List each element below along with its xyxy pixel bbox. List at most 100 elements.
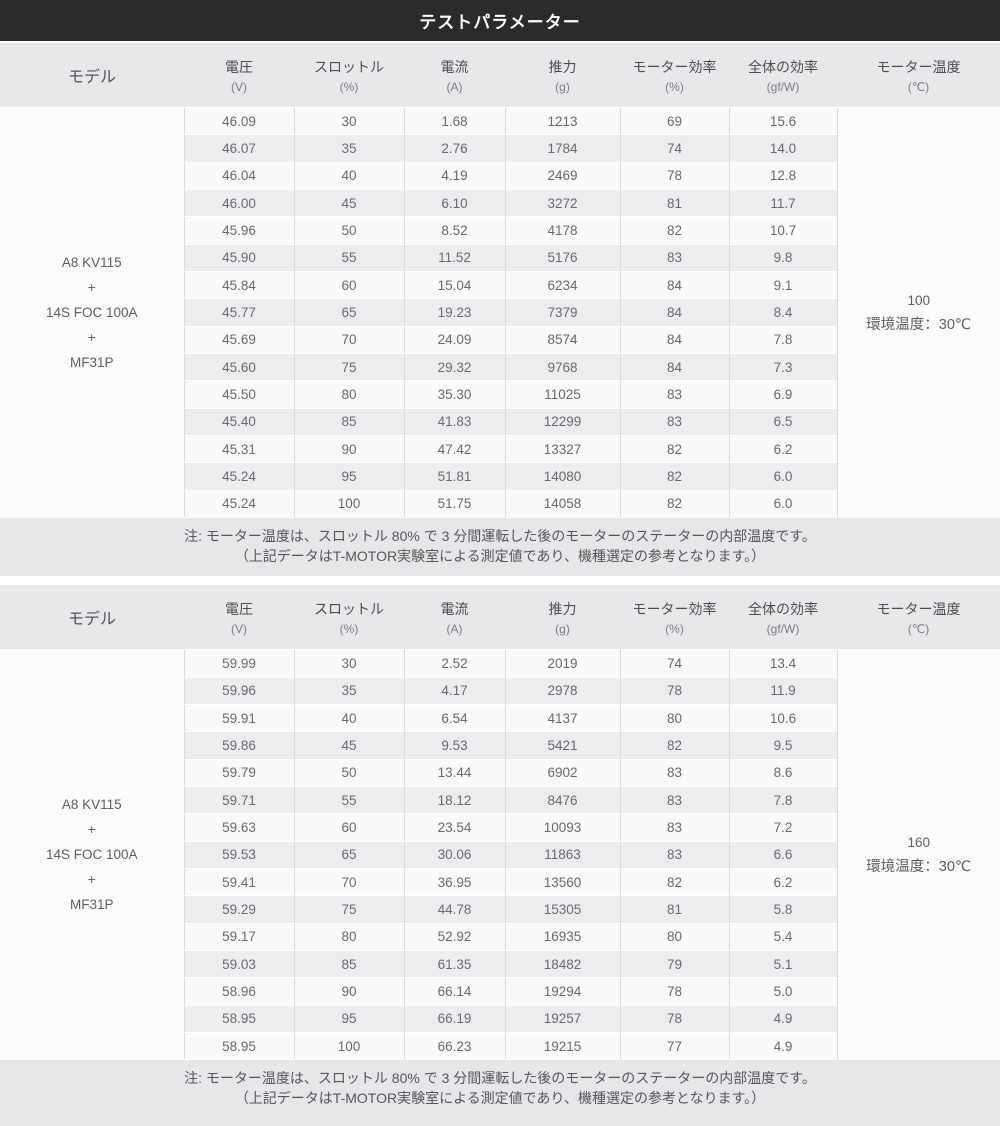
cell-current: 66.14: [404, 978, 505, 1005]
cell-throttle: 35: [294, 677, 404, 704]
cell-current: 13.44: [404, 759, 505, 786]
table-header-row: モデル電圧(V)スロットル(%)電流(A)推力(g)モーター効率(%)全体の効率…: [0, 43, 1000, 108]
cell-voltage: 45.69: [184, 326, 294, 353]
header-row: モデル電圧(V)スロットル(%)電流(A)推力(g)モーター効率(%)全体の効率…: [0, 585, 1000, 650]
column-label: スロットル: [294, 57, 404, 77]
cell-voltage: 45.77: [184, 299, 294, 326]
cell-current: 52.92: [404, 923, 505, 950]
cell-overall-efficiency: 6.5: [729, 408, 837, 435]
cell-current: 2.52: [404, 650, 505, 677]
cell-throttle: 100: [294, 1032, 404, 1059]
cell-voltage: 59.96: [184, 677, 294, 704]
cell-current: 18.12: [404, 786, 505, 813]
column-unit: (A): [404, 622, 505, 636]
cell-thrust: 7379: [505, 299, 620, 326]
cell-motor-efficiency: 82: [620, 463, 729, 490]
column-label: 全体の効率: [729, 599, 837, 619]
cell-current: 66.23: [404, 1032, 505, 1059]
cell-overall-efficiency: 9.5: [729, 732, 837, 759]
cell-overall-efficiency: 6.0: [729, 463, 837, 490]
cell-motor-efficiency: 84: [620, 326, 729, 353]
cell-throttle: 70: [294, 326, 404, 353]
cell-current: 15.04: [404, 272, 505, 299]
cell-thrust: 6902: [505, 759, 620, 786]
spec-table-1: モデル電圧(V)スロットル(%)電流(A)推力(g)モーター効率(%)全体の効率…: [0, 43, 1000, 518]
column-unit: (%): [620, 80, 729, 94]
model-line: +: [0, 867, 184, 892]
note-line: 注: モーター温度は、スロットル 80% で 3 分間運転した後のモーターのステ…: [0, 1068, 1000, 1088]
cell-thrust: 11863: [505, 841, 620, 868]
cell-voltage: 46.00: [184, 190, 294, 217]
column-label: 全体の効率: [729, 57, 837, 77]
cell-thrust: 13327: [505, 436, 620, 463]
column-header-throttle: スロットル (%): [294, 43, 404, 108]
cell-thrust: 1784: [505, 135, 620, 162]
cell-throttle: 45: [294, 190, 404, 217]
cell-motor-efficiency: 78: [620, 978, 729, 1005]
note-line: 注: モーター温度は、スロットル 80% で 3 分間運転した後のモーターのステ…: [0, 526, 1000, 546]
cell-overall-efficiency: 12.8: [729, 162, 837, 189]
cell-overall-efficiency: 5.0: [729, 978, 837, 1005]
cell-voltage: 45.40: [184, 408, 294, 435]
cell-current: 44.78: [404, 896, 505, 923]
cell-current: 23.54: [404, 814, 505, 841]
cell-overall-efficiency: 6.2: [729, 868, 837, 895]
cell-throttle: 60: [294, 272, 404, 299]
cell-motor-efficiency: 78: [620, 677, 729, 704]
cell-overall-efficiency: 7.8: [729, 326, 837, 353]
note-1: 注: モーター温度は、スロットル 80% で 3 分間運転した後のモーターのステ…: [0, 518, 1000, 576]
cell-overall-efficiency: 6.9: [729, 381, 837, 408]
cell-voltage: 59.53: [184, 841, 294, 868]
cell-current: 24.09: [404, 326, 505, 353]
cell-motor-efficiency: 74: [620, 650, 729, 677]
cell-throttle: 40: [294, 162, 404, 189]
cell-overall-efficiency: 9.8: [729, 244, 837, 271]
cell-overall-efficiency: 10.6: [729, 704, 837, 731]
table-header-row: モデル電圧(V)スロットル(%)電流(A)推力(g)モーター効率(%)全体の効率…: [0, 585, 1000, 650]
cell-current: 51.81: [404, 463, 505, 490]
note-line: （上記データはT-MOTOR実験室による測定値であり、機種選定の参考となります。…: [0, 546, 1000, 566]
column-header-thrust: 推力(g): [505, 43, 620, 108]
cell-throttle: 30: [294, 108, 404, 135]
cell-current: 4.19: [404, 162, 505, 189]
cell-motor-efficiency: 78: [620, 162, 729, 189]
cell-overall-efficiency: 15.6: [729, 108, 837, 135]
cell-throttle: 30: [294, 650, 404, 677]
cell-current: 66.19: [404, 1005, 505, 1032]
cell-throttle: 45: [294, 732, 404, 759]
column-label: 推力: [505, 57, 620, 77]
cell-voltage: 59.71: [184, 786, 294, 813]
header-row: モデル電圧(V)スロットル(%)電流(A)推力(g)モーター効率(%)全体の効率…: [0, 43, 1000, 108]
motor-temp-value: 160: [838, 831, 1000, 855]
cell-overall-efficiency: 8.4: [729, 299, 837, 326]
cell-throttle: 65: [294, 299, 404, 326]
cell-thrust: 6234: [505, 272, 620, 299]
cell-voltage: 45.24: [184, 490, 294, 517]
column-header-overall-efficiency: 全体の効率 (gf/W): [729, 43, 837, 108]
cell-thrust: 14058: [505, 490, 620, 517]
column-label: モーター効率: [620, 599, 729, 619]
cell-throttle: 75: [294, 354, 404, 381]
cell-voltage: 59.17: [184, 923, 294, 950]
cell-current: 6.54: [404, 704, 505, 731]
column-unit: (%): [294, 80, 404, 94]
cell-thrust: 2469: [505, 162, 620, 189]
column-unit: (gf/W): [729, 80, 837, 94]
page-title-banner: テストパラメーター: [0, 0, 1000, 43]
cell-throttle: 90: [294, 978, 404, 1005]
cell-current: 8.52: [404, 217, 505, 244]
column-label: モデル: [0, 605, 184, 629]
cell-thrust: 8476: [505, 786, 620, 813]
cell-thrust: 4178: [505, 217, 620, 244]
cell-throttle: 100: [294, 490, 404, 517]
cell-thrust: 2019: [505, 650, 620, 677]
column-label: 推力: [505, 599, 620, 619]
cell-voltage: 45.60: [184, 354, 294, 381]
cell-motor-efficiency: 83: [620, 841, 729, 868]
cell-thrust: 9768: [505, 354, 620, 381]
cell-thrust: 15305: [505, 896, 620, 923]
cell-motor-efficiency: 82: [620, 490, 729, 517]
cell-current: 41.83: [404, 408, 505, 435]
cell-motor-efficiency: 77: [620, 1032, 729, 1059]
